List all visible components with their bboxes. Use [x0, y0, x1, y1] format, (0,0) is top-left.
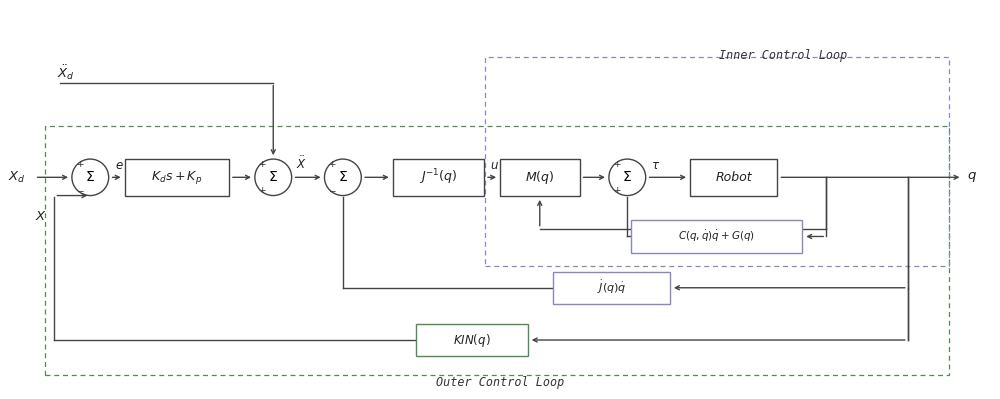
Text: $\dot{J}(q)\dot{q}$: $\dot{J}(q)\dot{q}$	[597, 279, 626, 296]
Text: $e$: $e$	[115, 159, 123, 172]
Bar	[393, 158, 484, 196]
Text: $\Sigma$: $\Sigma$	[622, 170, 632, 184]
Text: $\ddot{X}_d$: $\ddot{X}_d$	[57, 63, 75, 82]
Text: Outer Control Loop: Outer Control Loop	[436, 376, 564, 389]
Text: $\Sigma$: $\Sigma$	[268, 170, 278, 184]
Text: $KIN(q)$: $KIN(q)$	[453, 332, 491, 348]
Text: $J^{-1}(q)$: $J^{-1}(q)$	[419, 168, 458, 187]
Text: +: +	[259, 186, 266, 195]
Text: +: +	[259, 160, 266, 170]
Bar	[485, 57, 949, 266]
Text: −: −	[76, 186, 83, 195]
Text: $C(q,\dot{q})\dot{q}+G(q)$: $C(q,\dot{q})\dot{q}+G(q)$	[678, 229, 755, 244]
Text: +: +	[613, 186, 620, 195]
Bar	[500, 158, 580, 196]
Text: $\tau$: $\tau$	[651, 159, 660, 172]
Bar	[45, 126, 949, 375]
Text: $\Sigma$: $\Sigma$	[338, 170, 348, 184]
Bar	[631, 220, 802, 253]
Text: Inner Control Loop: Inner Control Loop	[719, 49, 848, 62]
Text: $M(q)$: $M(q)$	[525, 169, 554, 186]
Text: +: +	[328, 160, 336, 170]
Text: +: +	[76, 160, 83, 170]
Text: Robot: Robot	[715, 171, 752, 184]
Bar	[416, 324, 528, 356]
Text: +: +	[613, 160, 620, 170]
Text: $K_ds+K_p$: $K_ds+K_p$	[151, 169, 202, 186]
Bar	[553, 272, 670, 304]
Text: $X$: $X$	[35, 210, 47, 223]
Text: $\ddot{X}$: $\ddot{X}$	[296, 156, 306, 172]
Bar	[125, 158, 229, 196]
Text: $u$: $u$	[490, 159, 499, 172]
Bar	[690, 158, 777, 196]
Text: $X_d$: $X_d$	[8, 170, 25, 185]
Text: −: −	[328, 186, 336, 195]
Text: $\Sigma$: $\Sigma$	[85, 170, 95, 184]
Text: $q$: $q$	[967, 170, 977, 184]
